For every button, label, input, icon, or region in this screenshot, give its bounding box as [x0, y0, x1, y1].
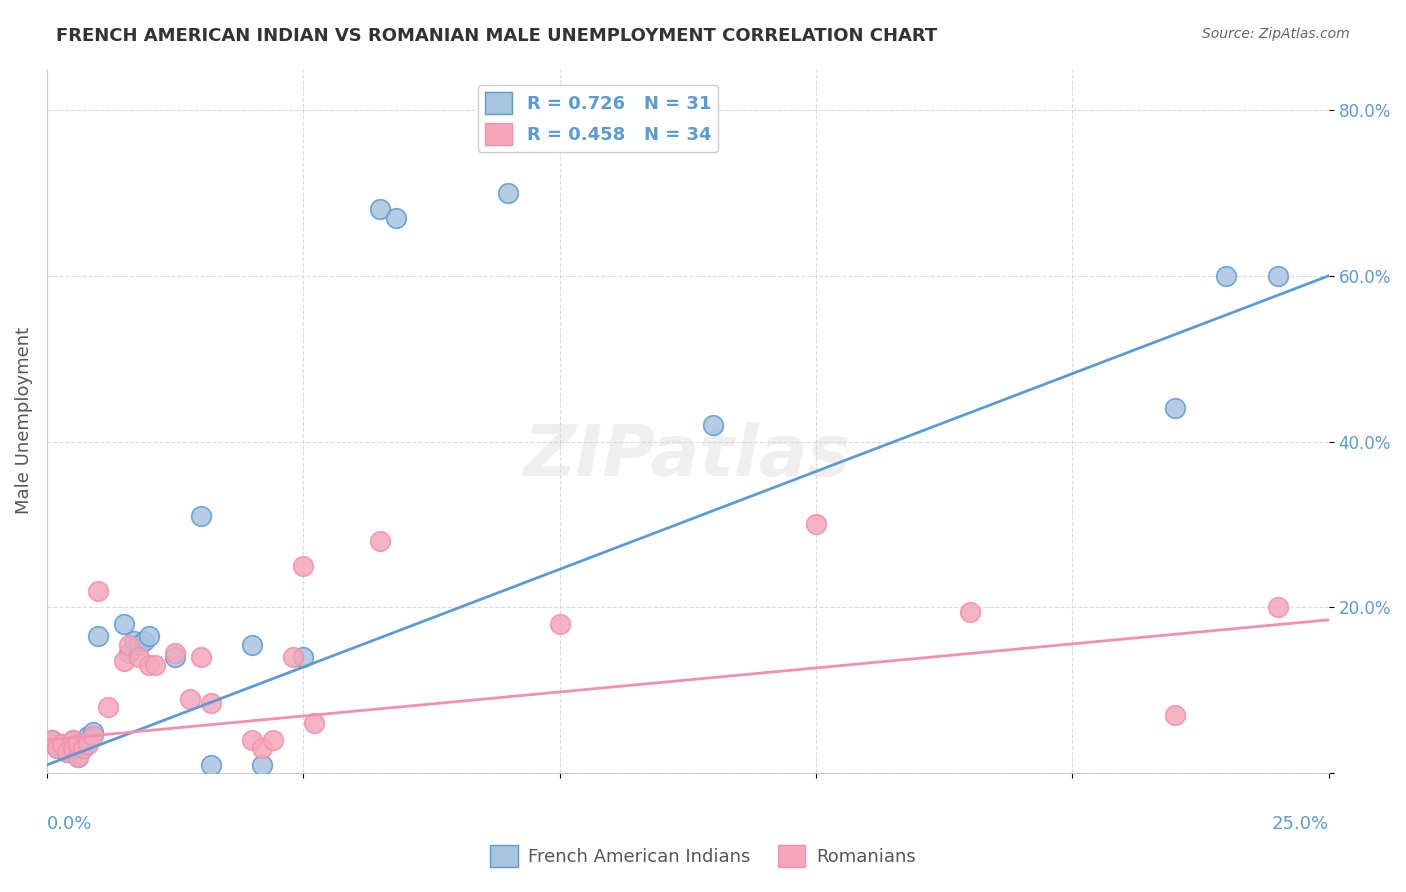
Point — [240, 638, 263, 652]
Point — [82, 724, 104, 739]
Text: FRENCH AMERICAN INDIAN VS ROMANIAN MALE UNEMPLOYMENT CORRELATION CHART: FRENCH AMERICAN INDIAN VS ROMANIAN MALE … — [56, 27, 938, 45]
Point — [97, 699, 120, 714]
Point — [62, 733, 84, 747]
Point — [118, 646, 141, 660]
Point — [66, 737, 89, 751]
Point — [179, 691, 201, 706]
Point — [190, 509, 212, 524]
Point — [77, 737, 100, 751]
Point — [128, 650, 150, 665]
Point — [41, 733, 63, 747]
Point — [62, 741, 84, 756]
Point — [702, 417, 724, 432]
Point — [66, 749, 89, 764]
Point — [200, 758, 222, 772]
Point — [1164, 708, 1187, 723]
Point — [368, 202, 391, 217]
Point — [46, 741, 69, 756]
Point — [1267, 268, 1289, 283]
Point — [112, 617, 135, 632]
Point — [1267, 600, 1289, 615]
Point — [138, 658, 160, 673]
Point — [165, 646, 187, 660]
Legend: French American Indians, Romanians: French American Indians, Romanians — [484, 838, 922, 874]
Point — [368, 534, 391, 549]
Point — [1164, 401, 1187, 416]
Text: 25.0%: 25.0% — [1271, 815, 1329, 833]
Point — [384, 211, 406, 225]
Point — [498, 186, 520, 200]
Point — [240, 733, 263, 747]
Point — [134, 633, 156, 648]
Point — [959, 605, 981, 619]
Point — [138, 629, 160, 643]
Legend: R = 0.726   N = 31, R = 0.458   N = 34: R = 0.726 N = 31, R = 0.458 N = 34 — [478, 85, 718, 153]
Point — [112, 654, 135, 668]
Point — [72, 741, 94, 756]
Point — [62, 733, 84, 747]
Point — [190, 650, 212, 665]
Point — [281, 650, 304, 665]
Point — [804, 517, 827, 532]
Point — [56, 746, 79, 760]
Point — [118, 638, 141, 652]
Point — [51, 737, 73, 751]
Point — [56, 746, 79, 760]
Text: 0.0%: 0.0% — [46, 815, 93, 833]
Point — [51, 737, 73, 751]
Point — [302, 716, 325, 731]
Point — [262, 733, 284, 747]
Point — [46, 741, 69, 756]
Point — [143, 658, 166, 673]
Point — [72, 741, 94, 756]
Point — [128, 638, 150, 652]
Text: ZIPatlas: ZIPatlas — [524, 422, 852, 491]
Point — [66, 737, 89, 751]
Point — [292, 650, 315, 665]
Point — [252, 758, 274, 772]
Point — [548, 617, 571, 632]
Point — [122, 633, 145, 648]
Text: Source: ZipAtlas.com: Source: ZipAtlas.com — [1202, 27, 1350, 41]
Point — [77, 729, 100, 743]
Point — [87, 583, 110, 598]
Point — [252, 741, 274, 756]
Point — [82, 729, 104, 743]
Point — [200, 696, 222, 710]
Point — [165, 650, 187, 665]
Point — [62, 741, 84, 756]
Point — [292, 558, 315, 573]
Point — [1215, 268, 1237, 283]
Y-axis label: Male Unemployment: Male Unemployment — [15, 327, 32, 515]
Point — [87, 629, 110, 643]
Point — [41, 733, 63, 747]
Point — [66, 749, 89, 764]
